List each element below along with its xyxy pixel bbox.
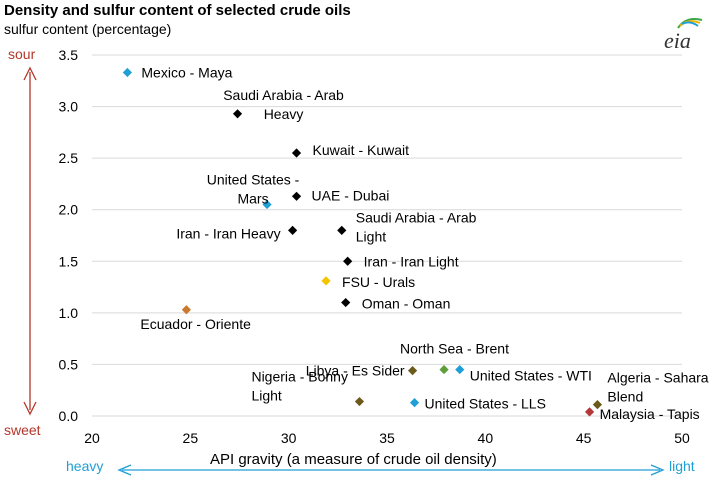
data-point-label-line: North Sea - Brent [400, 341, 509, 357]
data-point-marker [584, 407, 595, 417]
data-point-marker [439, 364, 449, 375]
data-point-marker [409, 397, 420, 408]
chart-title: Density and sulfur content of selected c… [4, 2, 351, 19]
data-point-label-line: Kuwait - Kuwait [313, 142, 410, 158]
eia-logo: eia [664, 14, 710, 54]
data-point-marker [181, 305, 191, 315]
data-point-label-line: Iran - Iran Heavy [176, 225, 280, 241]
data-point-label-line: Blend [607, 389, 643, 405]
data-point-marker [291, 191, 302, 201]
data-point-label: United States - WTI [470, 368, 592, 384]
eia-logo-text: eia [664, 28, 691, 53]
data-point-label: Saudi Arabia - Arab Heavy [223, 87, 344, 122]
data-point-label: Mexico - Maya [141, 65, 232, 81]
data-point-label: Kuwait - Kuwait [313, 142, 410, 158]
data-point-label-line: Algeria - Sahara [607, 370, 708, 386]
sour-label: sour [8, 46, 36, 62]
data-point-marker [354, 396, 365, 407]
y-axis-label: sulfur content (percentage) [4, 21, 172, 37]
data-point-marker [291, 148, 302, 158]
light-label: light [669, 458, 695, 474]
y-tick-label: 1.0 [59, 305, 79, 321]
data-point-marker [343, 256, 353, 266]
data-point-marker [592, 400, 603, 410]
data-point-label-line: Iran - Iran Light [364, 253, 459, 269]
data-point-label: Libya - Es Sider [306, 363, 405, 379]
data-point-label: Nigeria - Bonny Light [251, 369, 348, 404]
data-point-marker [288, 225, 298, 235]
data-point-marker [262, 199, 272, 210]
heavy-light-arrow [117, 464, 665, 476]
data-point-label-line: Light [356, 228, 386, 244]
data-point-marker [407, 366, 418, 376]
x-tick-label: 20 [84, 430, 100, 446]
y-tick-label: 2.0 [59, 202, 79, 218]
heavy-label: heavy [66, 458, 104, 474]
y-tick-label: 2.5 [59, 150, 79, 166]
data-point-label-line: Malaysia - Tapis [600, 406, 700, 422]
y-tick-label: 3.0 [59, 99, 79, 115]
y-tick-label: 0.0 [59, 408, 79, 424]
data-point-label-line: Light [251, 388, 281, 404]
data-point-label: Saudi Arabia - Arab Light [356, 209, 477, 244]
sour-sweet-arrow [23, 66, 37, 416]
y-tick-label: 0.5 [59, 356, 79, 372]
data-point-label-line: Mars [237, 191, 268, 207]
y-tick-label: 3.5 [59, 47, 79, 63]
data-point-label-line: Libya - Es Sider [306, 363, 405, 379]
data-point-label-line: United States - WTI [470, 368, 592, 384]
data-point-label-line: Heavy [264, 106, 304, 122]
data-point-marker [341, 297, 351, 308]
data-point-label-line: UAE - Dubai [312, 187, 390, 203]
x-tick-label: 35 [379, 430, 395, 446]
data-point-marker [122, 67, 132, 78]
data-point-marker [321, 276, 331, 286]
x-tick-label: 30 [281, 430, 297, 446]
x-tick-labels: 20 25 30 35 40 45 50 [84, 430, 690, 446]
eia-logo-swoosh-icon [677, 18, 703, 29]
data-point-label-line: Mexico - Maya [141, 65, 232, 81]
grid-lines [92, 54, 682, 417]
data-points: Mexico - Maya Saudi Arabia - Arab Heavy Kuw… [122, 65, 709, 422]
data-point-label: UAE - Dubai [312, 187, 390, 203]
x-tick-label: 45 [576, 430, 592, 446]
data-point-label: Malaysia - Tapis [600, 406, 700, 422]
x-tick-label: 25 [183, 430, 199, 446]
data-point-label-line: Saudi Arabia - Arab [223, 87, 344, 103]
data-point-marker [337, 225, 347, 235]
data-point-label: United States - LLS [425, 396, 546, 412]
y-tick-label: 1.5 [59, 253, 79, 269]
data-point-marker [232, 109, 243, 119]
data-point-label: Iran - Iran Heavy [176, 225, 280, 241]
x-axis-label: API gravity (a measure of crude oil dens… [210, 451, 497, 468]
data-point-label: FSU - Urals [342, 274, 415, 290]
data-point-label-line: Oman - Oman [362, 296, 451, 312]
y-tick-labels: 0.0 0.5 1.0 1.5 2.0 2.5 3.0 3.5 [59, 47, 79, 424]
data-point-label-line: United States - LLS [425, 396, 546, 412]
data-point-label: Algeria - Sahara Blend [607, 370, 708, 405]
data-point-label: North Sea - Brent [400, 341, 509, 357]
data-point-label-line: United States - [207, 172, 300, 188]
sweet-label: sweet [4, 422, 41, 438]
data-point-marker [455, 364, 465, 375]
data-point-label-line: Nigeria - Bonny [251, 369, 348, 385]
data-point-label: Iran - Iran Light [364, 253, 459, 269]
data-point-label-line: Saudi Arabia - Arab [356, 209, 477, 225]
x-tick-label: 40 [478, 430, 494, 446]
data-point-label-line: Ecuador - Oriente [140, 316, 251, 332]
data-point-label: Ecuador - Oriente [140, 316, 251, 332]
data-point-label-line: FSU - Urals [342, 274, 415, 290]
data-point-label: Oman - Oman [362, 296, 451, 312]
x-tick-label: 50 [674, 430, 690, 446]
data-point-label: United States - Mars [207, 172, 300, 207]
